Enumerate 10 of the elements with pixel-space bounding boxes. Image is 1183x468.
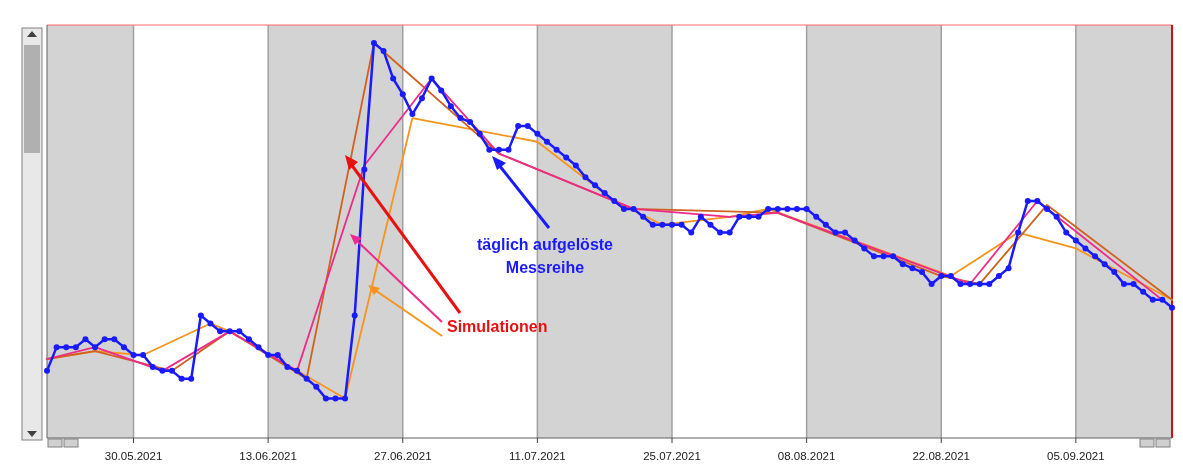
x-tick-label: 11.07.2021 (509, 450, 566, 462)
x-tick-label: 08.08.2021 (777, 450, 836, 462)
x-tick-label: 22.08.2021 (912, 450, 971, 462)
x-tick-label: 13.06.2021 (239, 450, 297, 462)
x-tick-label: 27.06.2021 (373, 450, 432, 462)
x-tick-label: 25.07.2021 (643, 450, 701, 462)
x-tick-label: 05.09.2021 (1047, 450, 1105, 462)
x-tick-label: 30.05.2021 (104, 450, 163, 462)
annotation: täglich aufgelöste Messreihe (476, 236, 614, 276)
annotation: Simulationen (447, 318, 548, 335)
